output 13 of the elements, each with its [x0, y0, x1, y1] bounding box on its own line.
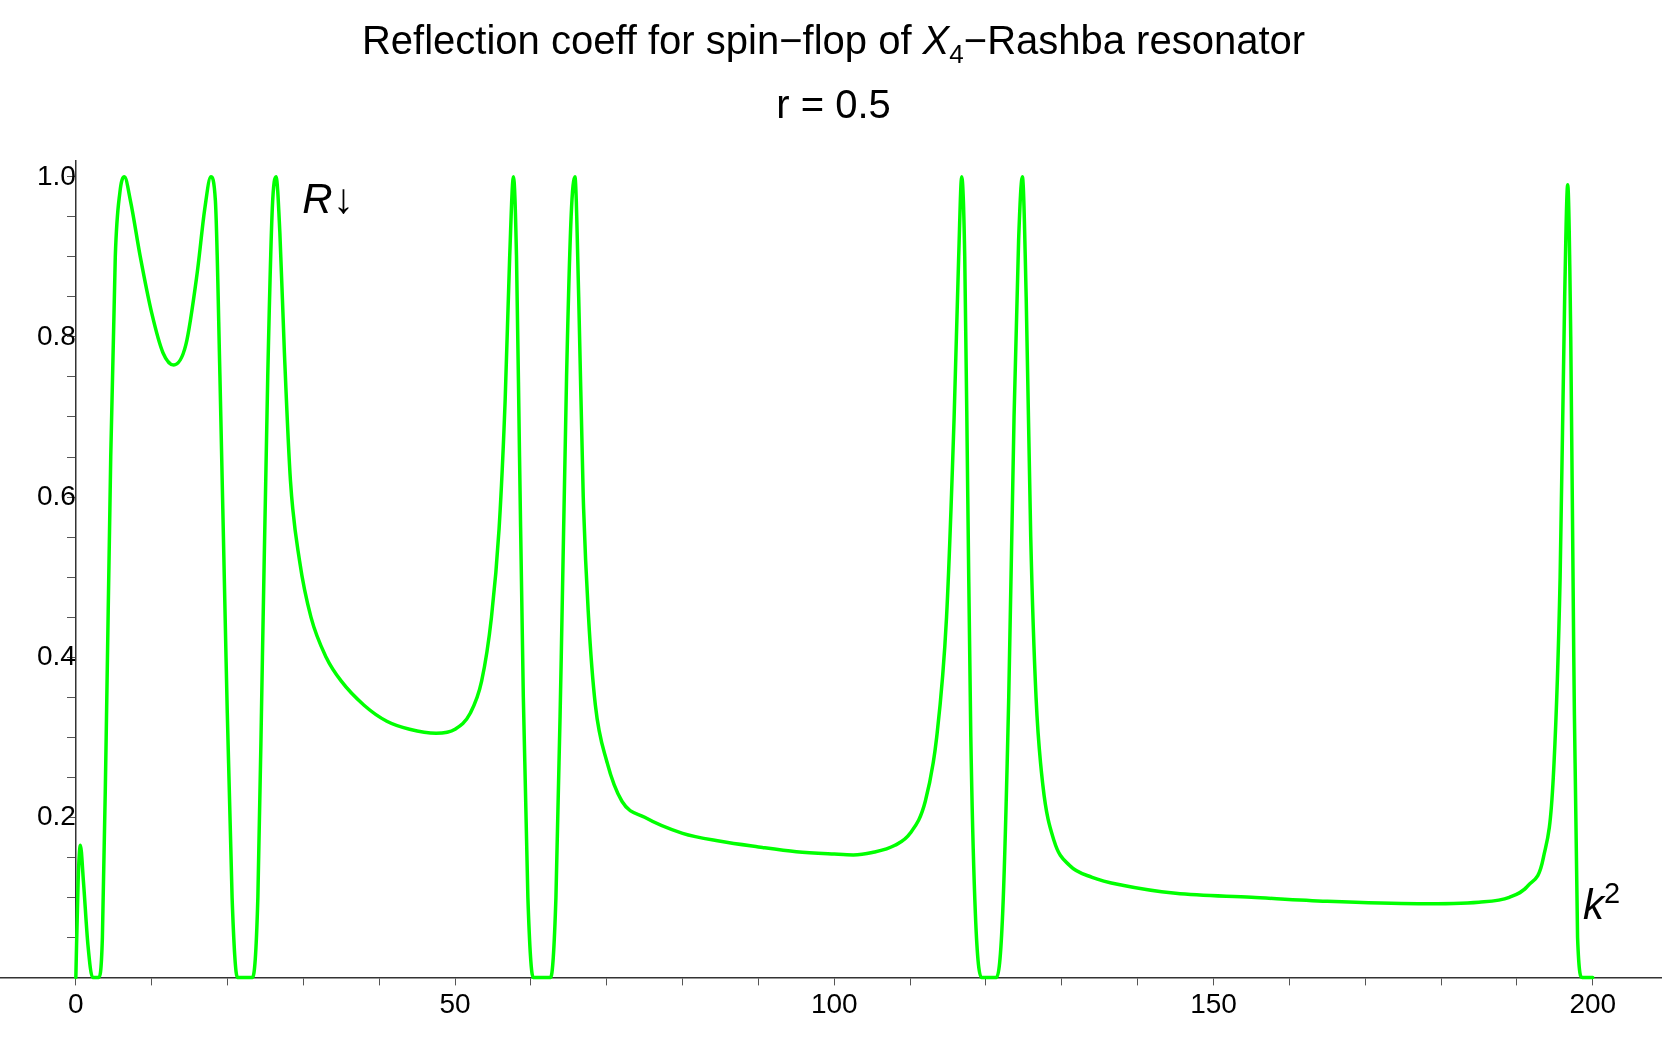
x-tick-label: 50: [439, 987, 471, 1019]
y-tick-label: 0.6: [36, 479, 76, 511]
y-axis-title: R↓: [302, 174, 354, 222]
x-tick-label: 100: [810, 987, 858, 1019]
y-tick-label: 0.4: [36, 639, 76, 671]
x-tick-label: 200: [1569, 987, 1617, 1019]
y-tick-label: 0.8: [36, 319, 76, 351]
x-tick-label: 150: [1190, 987, 1237, 1019]
y-tick-label: 0.2: [36, 800, 76, 831]
chart-title: Reflection coeff for spin−flop of X$_{4}$−Rashba resonator: [360, 18, 1307, 70]
chart-subtitle: r = 0.5: [775, 82, 892, 127]
y-tick-label: 1.0: [36, 159, 76, 191]
x-tick-label: 0: [68, 987, 84, 1019]
